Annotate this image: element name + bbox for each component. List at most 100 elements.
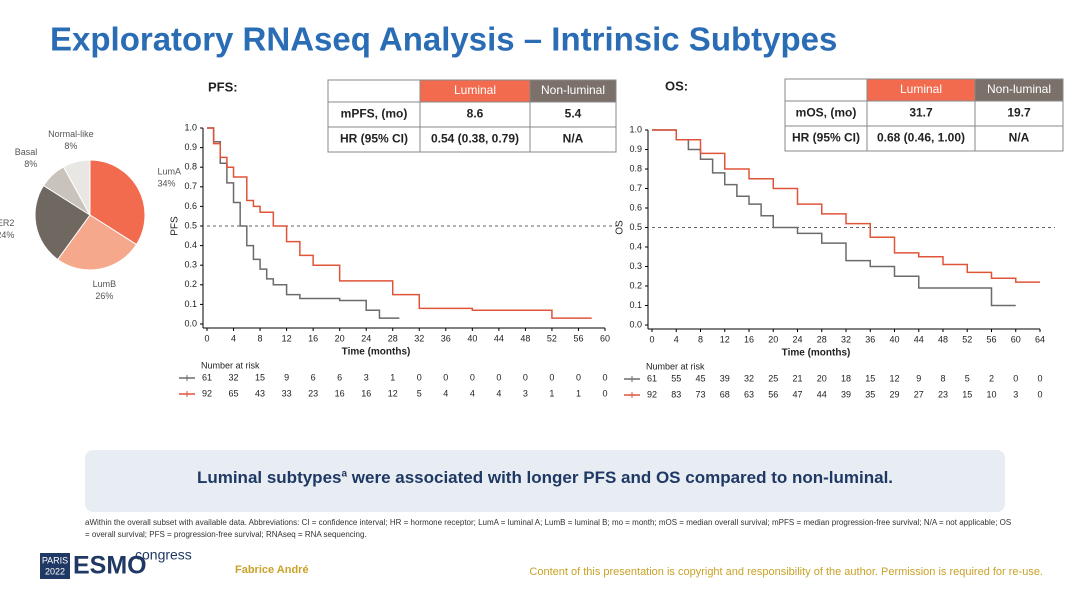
table-text: 31.7 xyxy=(909,106,933,120)
risk-count: 21 xyxy=(792,373,802,383)
table-text: 0.68 (0.46, 1.00) xyxy=(877,131,965,145)
x-tick-label: 0 xyxy=(204,333,209,343)
y-tick-label: 0.8 xyxy=(629,163,642,173)
risk-count: 61 xyxy=(647,373,657,383)
risk-count: 32 xyxy=(229,372,239,382)
km-curve xyxy=(207,127,400,319)
table-cell xyxy=(419,126,531,153)
risk-count: 68 xyxy=(720,389,730,399)
risk-table-title: Number at risk xyxy=(646,361,705,371)
x-tick-label: 60 xyxy=(1011,334,1021,344)
logo-year: 2022 xyxy=(45,566,65,576)
y-axis-title: PFS xyxy=(170,216,181,236)
x-tick-label: 36 xyxy=(865,334,875,344)
risk-count: 12 xyxy=(889,373,899,383)
y-tick-label: 0.1 xyxy=(184,299,197,309)
table-header: Non-luminal xyxy=(987,82,1051,96)
risk-count: 83 xyxy=(671,389,681,399)
x-tick-label: 44 xyxy=(914,334,924,344)
y-axis-title: OS xyxy=(615,220,626,235)
y-tick-label: 0.0 xyxy=(629,319,642,329)
risk-count: 10 xyxy=(986,389,996,399)
table-header: Luminal xyxy=(900,82,942,96)
x-tick-label: 36 xyxy=(441,333,451,343)
y-tick-label: 0.0 xyxy=(184,318,197,328)
risk-count: 0 xyxy=(443,372,448,382)
table-cell xyxy=(974,125,1064,152)
risk-count: 29 xyxy=(889,389,899,399)
x-tick-label: 52 xyxy=(962,334,972,344)
x-tick-label: 28 xyxy=(817,334,827,344)
logo-event: congress xyxy=(135,547,192,563)
risk-count: 23 xyxy=(308,388,318,398)
risk-count: 1 xyxy=(390,372,395,382)
x-tick-label: 12 xyxy=(720,334,730,344)
risk-count: 4 xyxy=(443,388,448,398)
risk-count: 9 xyxy=(284,372,289,382)
risk-count: 15 xyxy=(865,373,875,383)
table-text: mOS, (mo) xyxy=(796,106,857,120)
table-text: 0.54 (0.38, 0.79) xyxy=(431,132,519,146)
risk-count: 45 xyxy=(695,373,705,383)
x-tick-label: 4 xyxy=(674,334,679,344)
risk-count: 25 xyxy=(768,373,778,383)
risk-count: 33 xyxy=(282,388,292,398)
risk-count: 27 xyxy=(914,389,924,399)
table-text: N/A xyxy=(1009,131,1030,145)
table-header: Non-luminal xyxy=(541,83,605,97)
table-text: HR (95% CI) xyxy=(340,132,408,146)
table-header: Luminal xyxy=(454,83,496,97)
y-tick-label: 0.6 xyxy=(184,201,197,211)
risk-count: 4 xyxy=(470,388,475,398)
table-cell xyxy=(784,78,868,102)
risk-table-title: Number at risk xyxy=(201,360,260,370)
slide-title: Exploratory RNAseq Analysis – Intrinsic … xyxy=(50,21,837,58)
table-text: mPFS, (mo) xyxy=(341,107,408,121)
x-tick-label: 48 xyxy=(938,334,948,344)
table-cell xyxy=(974,100,1064,127)
table-cell xyxy=(866,125,976,152)
risk-count: 63 xyxy=(744,389,754,399)
risk-count: 0 xyxy=(602,388,607,398)
risk-count: 6 xyxy=(311,372,316,382)
x-axis-title: Time (months) xyxy=(782,348,851,359)
risk-count: 73 xyxy=(695,389,705,399)
risk-count: 6 xyxy=(337,372,342,382)
table-cell xyxy=(327,79,421,103)
risk-count: 9 xyxy=(916,373,921,383)
y-tick-label: 0.2 xyxy=(629,280,642,290)
banner-box xyxy=(85,450,1005,512)
x-tick-label: 24 xyxy=(792,334,802,344)
x-tick-label: 32 xyxy=(414,333,424,343)
risk-count: 0 xyxy=(1037,389,1042,399)
copyright: Content of this presentation is copyrigh… xyxy=(529,566,1043,578)
pie-slice xyxy=(34,184,91,261)
y-tick-label: 1.0 xyxy=(184,122,197,132)
risk-count: 1 xyxy=(549,388,554,398)
km-curve xyxy=(652,129,1016,307)
km-curve xyxy=(652,129,1040,283)
risk-count: 16 xyxy=(335,388,345,398)
table-cell xyxy=(866,100,976,127)
y-tick-label: 0.7 xyxy=(184,181,197,191)
x-tick-label: 20 xyxy=(768,334,778,344)
x-tick-label: 52 xyxy=(547,333,557,343)
table-cell xyxy=(529,101,617,128)
y-tick-label: 0.2 xyxy=(184,279,197,289)
banner-sup: a xyxy=(341,468,348,480)
table-label: PFS: xyxy=(208,79,238,94)
risk-count: 56 xyxy=(768,389,778,399)
pie-slice xyxy=(56,214,138,271)
km-curve xyxy=(207,127,592,319)
logo-city: PARIS xyxy=(42,555,68,565)
risk-count: 0 xyxy=(1013,373,1018,383)
risk-count: 92 xyxy=(202,388,212,398)
pie-label: HER2 xyxy=(0,218,14,228)
x-tick-label: 16 xyxy=(308,333,318,343)
risk-count: 16 xyxy=(361,388,371,398)
risk-count: 3 xyxy=(523,388,528,398)
risk-count: 47 xyxy=(792,389,802,399)
risk-count: 35 xyxy=(865,389,875,399)
x-tick-label: 4 xyxy=(231,333,236,343)
x-tick-label: 44 xyxy=(494,333,504,343)
